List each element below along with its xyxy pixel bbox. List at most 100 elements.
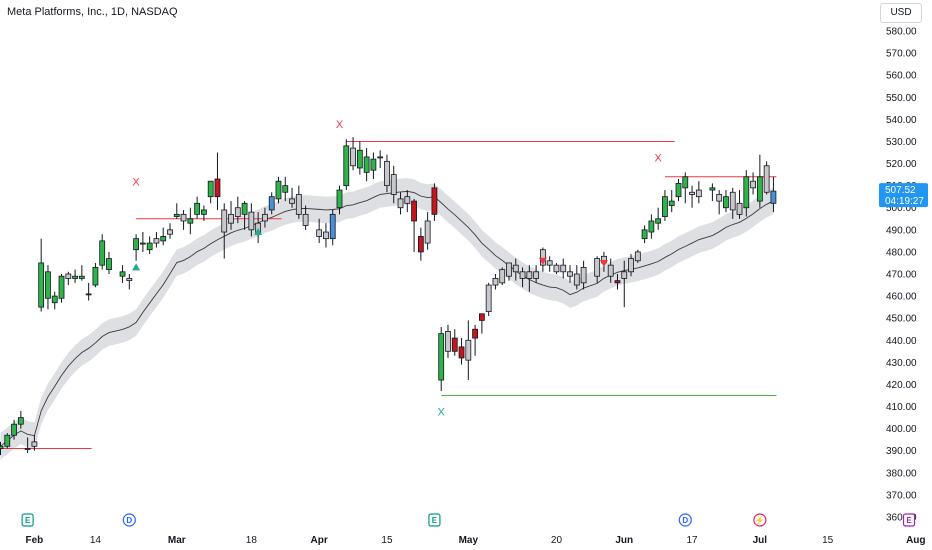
candle[interactable] — [729, 187, 736, 219]
candle[interactable] — [621, 260, 628, 308]
candle[interactable] — [614, 274, 621, 290]
candle[interactable] — [431, 183, 438, 221]
candle[interactable] — [580, 260, 587, 290]
candle[interactable] — [641, 225, 648, 244]
candle[interactable] — [289, 187, 295, 208]
candle[interactable] — [662, 190, 668, 221]
candle[interactable] — [38, 238, 45, 312]
candle[interactable] — [567, 265, 573, 283]
candle[interactable] — [553, 262, 560, 274]
price-axis[interactable]: 360.00 370.00 380.00 390.00 400.00 410.00 420.… — [886, 27, 917, 524]
candle[interactable] — [377, 150, 384, 168]
candle[interactable] — [85, 282, 92, 301]
candle[interactable] — [187, 207, 194, 235]
candle[interactable] — [397, 192, 404, 215]
candle[interactable] — [472, 324, 479, 356]
candle[interactable] — [4, 433, 11, 449]
candle[interactable] — [146, 236, 153, 255]
candle[interactable] — [478, 313, 485, 334]
candle[interactable] — [763, 161, 770, 195]
candle[interactable] — [126, 274, 133, 290]
candle[interactable] — [106, 251, 112, 274]
candle[interactable] — [512, 258, 519, 281]
earnings-icon-apr[interactable]: E — [428, 513, 441, 527]
candle[interactable] — [336, 185, 343, 215]
candle[interactable] — [282, 176, 289, 202]
candle[interactable] — [363, 148, 370, 182]
candle[interactable] — [194, 196, 201, 219]
candle[interactable] — [458, 338, 465, 365]
candle[interactable] — [533, 265, 540, 283]
candle[interactable] — [594, 256, 601, 283]
split-icon-jul[interactable]: ⚡ — [753, 513, 767, 527]
candle[interactable] — [167, 223, 173, 239]
candle[interactable] — [668, 190, 675, 213]
candle[interactable] — [160, 227, 167, 246]
candle[interactable] — [99, 234, 106, 270]
dividend-icon-feb[interactable]: D — [122, 513, 136, 527]
candle[interactable] — [723, 190, 729, 213]
time-axis[interactable]: Feb 14 Mar 18 Apr 15 May 20 Jun 17 Jul 15 Aug — [26, 535, 926, 546]
candle[interactable] — [770, 176, 777, 213]
candle[interactable] — [51, 291, 58, 310]
candle[interactable] — [139, 232, 146, 252]
candle[interactable] — [173, 203, 180, 219]
candle[interactable] — [736, 190, 743, 219]
candle[interactable] — [72, 269, 78, 283]
candle[interactable] — [262, 207, 268, 228]
candle[interactable] — [295, 185, 302, 219]
candle[interactable] — [390, 165, 397, 204]
candle[interactable] — [424, 212, 431, 250]
candle[interactable] — [228, 201, 234, 230]
candle[interactable] — [404, 190, 411, 213]
candle[interactable] — [648, 214, 655, 239]
candle[interactable] — [689, 185, 695, 208]
candle[interactable] — [0, 441, 4, 456]
candle[interactable] — [302, 205, 309, 230]
candle[interactable] — [655, 207, 662, 230]
currency-button[interactable]: USD — [880, 3, 922, 23]
earnings-icon-feb[interactable]: E — [21, 513, 34, 527]
candle[interactable] — [323, 223, 329, 248]
candle[interactable] — [682, 172, 689, 204]
candle[interactable] — [133, 234, 140, 261]
candle[interactable] — [370, 152, 377, 180]
candle[interactable] — [506, 262, 512, 281]
earnings-icon-aug[interactable]: E — [902, 513, 916, 527]
candle[interactable] — [519, 267, 526, 288]
candle[interactable] — [11, 419, 17, 440]
candle[interactable] — [743, 170, 750, 217]
candle[interactable] — [153, 232, 160, 248]
candle[interactable] — [214, 152, 221, 210]
candle[interactable] — [329, 209, 336, 246]
candle[interactable] — [384, 154, 390, 193]
candle[interactable] — [78, 265, 85, 281]
candle[interactable] — [709, 183, 716, 202]
candle[interactable] — [275, 176, 282, 204]
candle[interactable] — [92, 262, 99, 288]
candle[interactable] — [221, 203, 228, 259]
candle[interactable] — [485, 282, 492, 316]
candle[interactable] — [65, 271, 72, 286]
candle[interactable] — [499, 267, 506, 286]
candle[interactable] — [45, 265, 51, 310]
candle[interactable] — [417, 227, 424, 261]
candle[interactable] — [546, 256, 553, 272]
candle[interactable] — [316, 218, 323, 244]
candle[interactable] — [675, 179, 682, 202]
event-icons[interactable]: E D E D ⚡ E — [21, 513, 916, 527]
candle[interactable] — [438, 327, 445, 392]
candle[interactable] — [526, 265, 533, 292]
candle[interactable] — [241, 201, 248, 230]
candle[interactable] — [234, 196, 241, 224]
candle[interactable] — [756, 154, 763, 208]
candle[interactable] — [58, 274, 65, 303]
candle[interactable] — [200, 205, 207, 221]
candle[interactable] — [560, 258, 567, 279]
candle[interactable] — [411, 198, 417, 252]
candle[interactable] — [445, 324, 451, 358]
candle[interactable] — [634, 249, 641, 263]
dividend-icon-jun[interactable]: D — [678, 513, 692, 527]
candle[interactable] — [343, 139, 350, 191]
